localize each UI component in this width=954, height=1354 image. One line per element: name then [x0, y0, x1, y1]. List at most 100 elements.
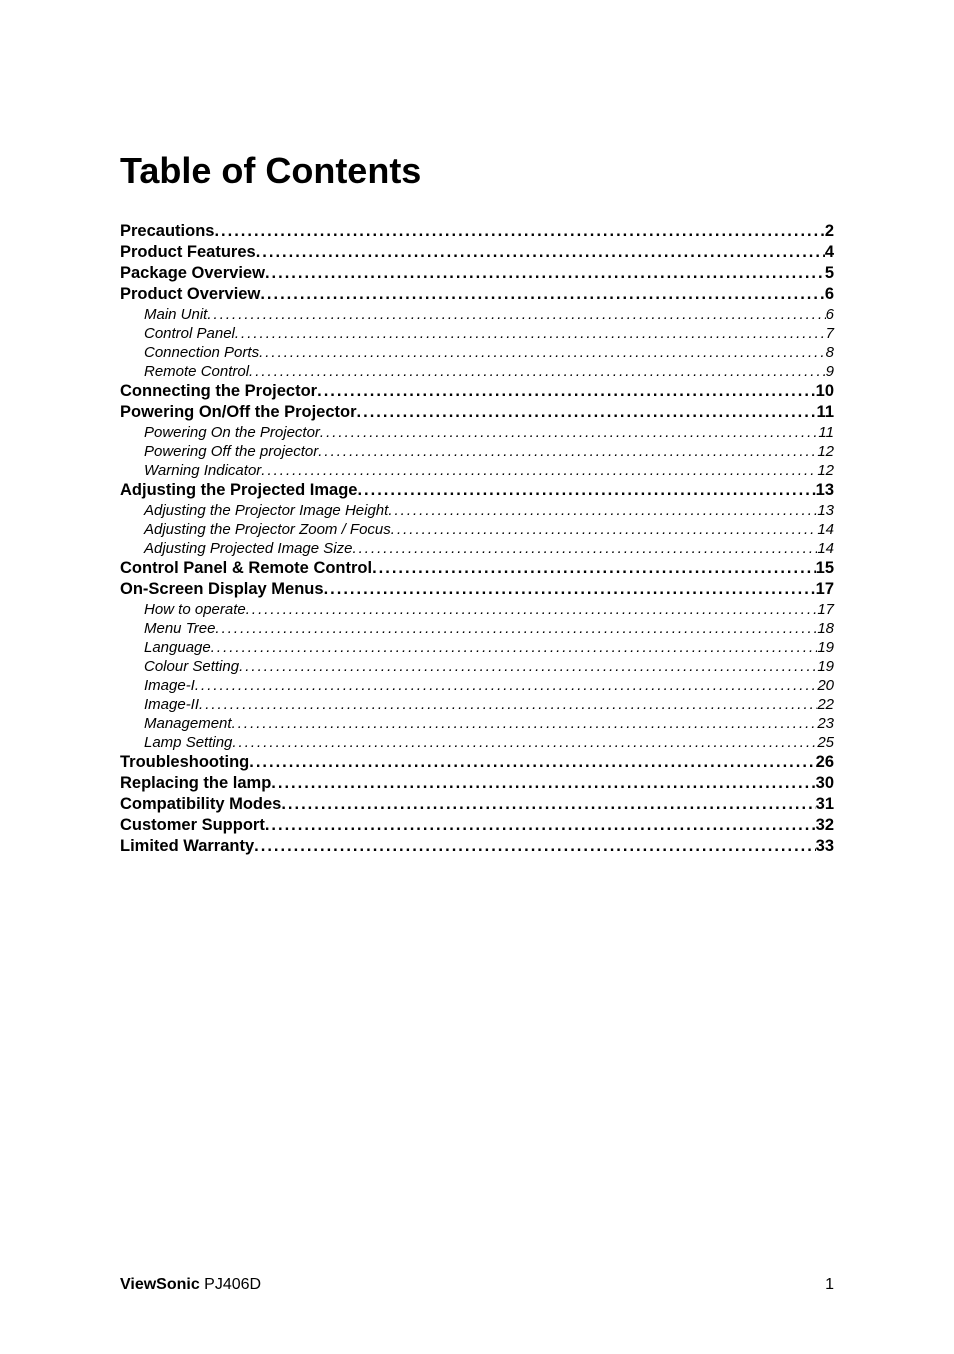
toc-leader-dots: ........................................… — [232, 715, 818, 732]
toc-entry: Colour Setting..........................… — [120, 658, 834, 675]
toc-page-number: 22 — [817, 696, 834, 713]
toc-leader-dots: ........................................… — [195, 677, 817, 694]
page-title: Table of Contents — [120, 150, 834, 192]
toc-leader-dots: ........................................… — [271, 774, 815, 793]
toc-page-number: 20 — [817, 677, 834, 694]
toc-leader-dots: ........................................… — [357, 481, 815, 500]
toc-page-number: 11 — [818, 424, 834, 441]
toc-label: Compatibility Modes — [120, 795, 281, 814]
toc-page-number: 19 — [817, 658, 834, 675]
toc-leader-dots: ........................................… — [249, 363, 826, 380]
toc-label: Remote Control — [144, 363, 249, 380]
toc-leader-dots: ........................................… — [259, 344, 826, 361]
toc-entry: Lamp Setting............................… — [120, 734, 834, 751]
toc-entry: Product Overview........................… — [120, 285, 834, 304]
toc-leader-dots: ........................................… — [317, 382, 816, 401]
toc-leader-dots: ........................................… — [372, 559, 816, 578]
toc-label: Control Panel — [144, 325, 235, 342]
toc-page-number: 7 — [826, 325, 834, 342]
toc-label: Customer Support — [120, 816, 265, 835]
toc-label: Control Panel & Remote Control — [120, 559, 372, 578]
toc-entry: Powering On the Projector...............… — [120, 424, 834, 441]
toc-leader-dots: ........................................… — [214, 222, 824, 241]
toc-label: Product Features — [120, 243, 256, 262]
toc-entry: Connecting the Projector................… — [120, 382, 834, 401]
toc-label: Connection Ports — [144, 344, 259, 361]
toc-page-number: 18 — [817, 620, 834, 637]
toc-page-number: 10 — [816, 382, 834, 401]
toc-entry: Remote Control..........................… — [120, 363, 834, 380]
toc-page-number: 13 — [816, 481, 834, 500]
toc-entry: Powering On/Off the Projector...........… — [120, 403, 834, 422]
toc-page-number: 11 — [817, 403, 834, 422]
toc-page-number: 31 — [816, 795, 834, 814]
toc-entry: Warning Indicator.......................… — [120, 462, 834, 479]
toc-leader-dots: ........................................… — [232, 734, 817, 751]
toc-entry: Adjusting Projected Image Size..........… — [120, 540, 834, 557]
toc-entry: Image-II................................… — [120, 696, 834, 713]
toc-label: Language — [144, 639, 211, 656]
toc-label: Adjusting the Projector Zoom / Focus — [144, 521, 391, 538]
toc-leader-dots: ........................................… — [254, 837, 815, 856]
toc-leader-dots: ........................................… — [199, 696, 817, 713]
footer-brand-model: PJ406D — [200, 1276, 261, 1293]
toc-leader-dots: ........................................… — [215, 620, 817, 637]
toc-entry: Adjusting the Projector Image Height....… — [120, 502, 834, 519]
toc-label: Adjusting Projected Image Size — [144, 540, 352, 557]
footer-brand-bold: ViewSonic — [120, 1276, 200, 1293]
toc-label: Image-II — [144, 696, 199, 713]
toc-page-number: 2 — [825, 222, 834, 241]
toc-page-number: 14 — [817, 521, 834, 538]
toc-entry: Main Unit...............................… — [120, 306, 834, 323]
toc-entry: Language................................… — [120, 639, 834, 656]
toc-leader-dots: ........................................… — [320, 424, 819, 441]
toc-leader-dots: ........................................… — [249, 753, 815, 772]
toc-entry: Replacing the lamp......................… — [120, 774, 834, 793]
toc-page-number: 13 — [817, 502, 834, 519]
toc-page-number: 5 — [825, 264, 834, 283]
toc-label: Precautions — [120, 222, 214, 241]
toc-entry: Customer Support........................… — [120, 816, 834, 835]
toc-label: Main Unit — [144, 306, 207, 323]
toc-label: Powering On/Off the Projector — [120, 403, 357, 422]
toc-label: Powering Off the projector — [144, 443, 318, 460]
toc-leader-dots: ........................................… — [207, 306, 825, 323]
footer-page-number: 1 — [825, 1276, 834, 1294]
toc-leader-dots: ........................................… — [211, 639, 818, 656]
toc-page-number: 25 — [817, 734, 834, 751]
toc-label: Powering On the Projector — [144, 424, 320, 441]
toc-label: Product Overview — [120, 285, 260, 304]
toc-entry: Adjusting the Projected Image...........… — [120, 481, 834, 500]
toc-leader-dots: ........................................… — [352, 540, 817, 557]
toc-label: Connecting the Projector — [120, 382, 317, 401]
toc-page-number: 14 — [817, 540, 834, 557]
toc-leader-dots: ........................................… — [235, 325, 826, 342]
toc-label: Menu Tree — [144, 620, 215, 637]
toc-entry: Management..............................… — [120, 715, 834, 732]
toc-entry: Package Overview........................… — [120, 264, 834, 283]
toc-page-number: 26 — [816, 753, 834, 772]
toc-entry: On-Screen Display Menus.................… — [120, 580, 834, 599]
toc-leader-dots: ........................................… — [239, 658, 817, 675]
toc-page-number: 17 — [816, 580, 834, 599]
toc-entry: Precautions.............................… — [120, 222, 834, 241]
toc-label: Package Overview — [120, 264, 265, 283]
toc-leader-dots: ........................................… — [281, 795, 815, 814]
toc-leader-dots: ........................................… — [261, 462, 817, 479]
toc-page-number: 9 — [826, 363, 834, 380]
toc-label: Image-I — [144, 677, 195, 694]
toc-page-number: 30 — [816, 774, 834, 793]
toc-entry: Menu Tree...............................… — [120, 620, 834, 637]
toc-page-number: 19 — [817, 639, 834, 656]
toc-leader-dots: ........................................… — [260, 285, 825, 304]
toc-page-number: 23 — [817, 715, 834, 732]
toc-entry: How to operate..........................… — [120, 601, 834, 618]
toc-label: Colour Setting — [144, 658, 239, 675]
toc-page-number: 4 — [825, 243, 834, 262]
toc-label: Adjusting the Projected Image — [120, 481, 357, 500]
toc-entry: Troubleshooting.........................… — [120, 753, 834, 772]
toc-label: Adjusting the Projector Image Height — [144, 502, 388, 519]
toc-label: Management — [144, 715, 232, 732]
toc-leader-dots: ........................................… — [246, 601, 818, 618]
toc-page-number: 33 — [816, 837, 834, 856]
